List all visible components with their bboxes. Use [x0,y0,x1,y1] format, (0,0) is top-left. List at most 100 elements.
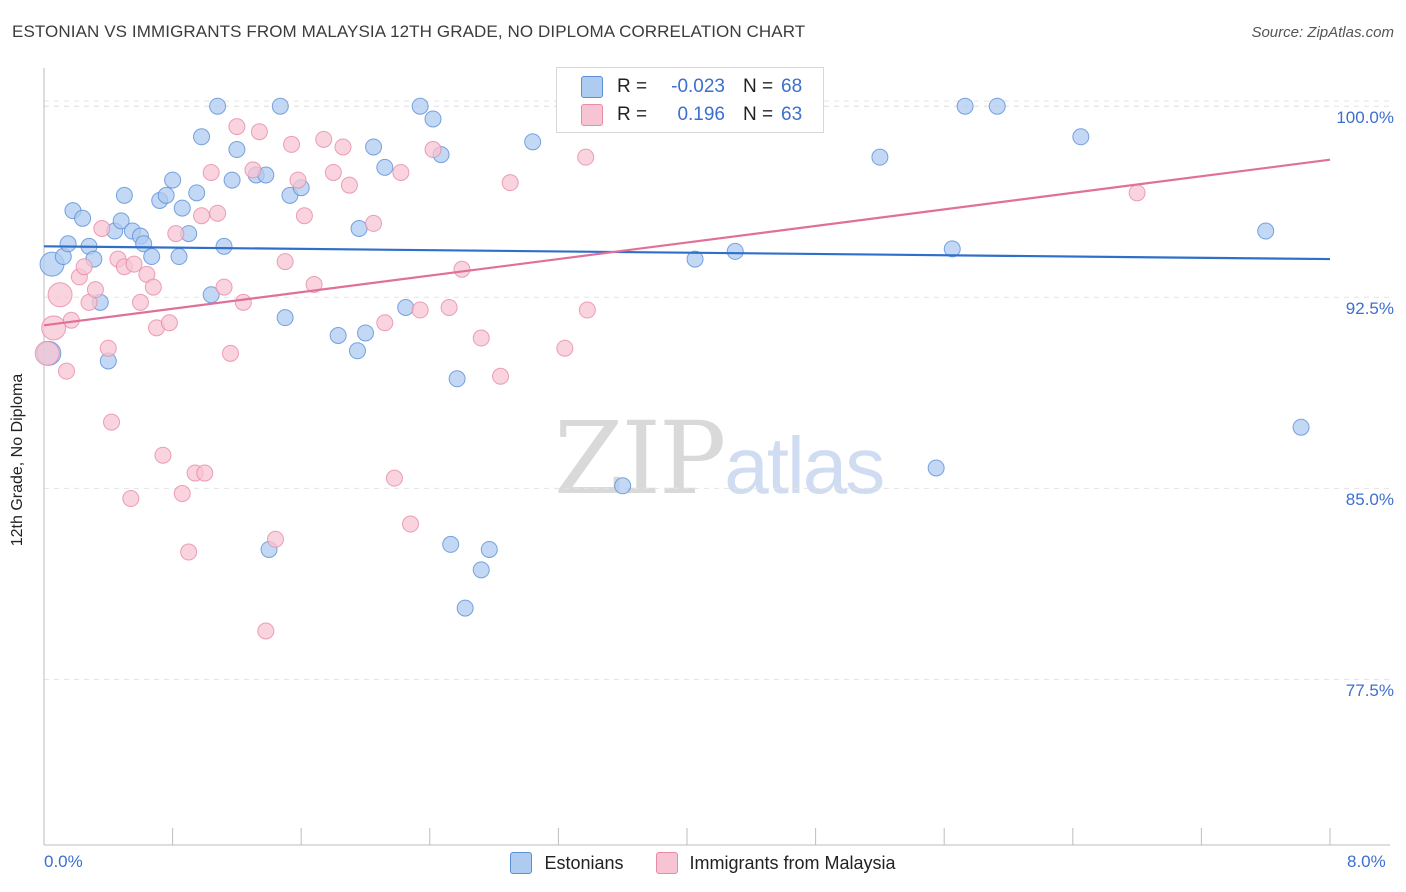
estonians-point [1292,418,1310,436]
malaysia-point [41,315,67,341]
malaysia-point [250,123,268,141]
legend-n-value: 63 [781,104,803,125]
legend-n-label: N = [743,76,774,97]
malaysia-point [472,329,490,347]
malaysia-point [202,163,220,181]
malaysia-point [58,362,76,380]
malaysia-point [334,138,352,156]
malaysia-point [131,293,149,311]
malaysia-point [196,464,214,482]
estonians-point [329,326,347,344]
estonians-point [193,128,211,146]
x-tick-label-max: 8.0% [1347,852,1386,871]
estonians-point [228,141,246,159]
estonians-point [448,370,466,388]
malaysia-point [1128,184,1146,202]
malaysia-point [122,490,140,508]
legend-r-value: 0.196 [677,104,725,125]
y-tick-label: 77.5% [1345,681,1394,701]
estonians-point [1072,128,1090,146]
malaysia-point [440,298,458,316]
estonians-point [442,535,460,553]
malaysia-point [305,276,323,294]
malaysia-point [99,339,117,357]
estonians-point [59,235,77,253]
estonians-point [357,324,374,342]
legend-row-malaysia: R = 0.196 N = 63 [581,102,802,128]
malaysia-point [75,258,93,276]
estonians-point [173,199,191,217]
legend-swatch-pink [581,104,603,126]
malaysia-point [501,174,519,192]
legend-n-value: 68 [781,76,803,97]
malaysia-point [402,515,420,533]
estonians-point [686,250,704,268]
trend-lines [43,158,1331,327]
malaysia-point [34,340,60,366]
legend-item-estonians: Estonians [510,852,624,874]
estonians-point [524,133,542,151]
malaysia-point [160,314,178,332]
malaysia-point [244,161,262,179]
legend-r-value: -0.023 [671,76,725,97]
malaysia-point [556,339,574,357]
malaysia-trend-line [43,158,1331,327]
estonians-point [411,97,429,115]
y-tick-label: 100.0% [1336,108,1394,128]
estonians-point [956,97,974,115]
estonians-point [223,171,241,189]
legend-row-estonians: R = -0.023 N = 68 [581,74,802,100]
malaysia-point [276,253,294,271]
legend-label-malaysia: Immigrants from Malaysia [689,852,896,873]
malaysia-point [424,141,442,159]
malaysia-point [492,367,510,385]
estonians-point [943,240,961,258]
series-malaysia [34,118,1146,640]
estonians-point [170,248,188,266]
malaysia-point [411,301,429,319]
estonians-point [927,459,945,477]
legend-swatch-malaysia [655,852,678,874]
malaysia-point [376,314,394,332]
malaysia-point [215,278,233,296]
malaysia-point [578,301,596,319]
estonians-point [350,219,368,237]
malaysia-point [266,530,284,548]
estonians-point [164,171,182,189]
malaysia-point [173,484,191,502]
malaysia-point [167,225,185,243]
estonians-point [188,184,206,202]
axes [43,68,1390,846]
malaysia-point [86,281,104,299]
estonians-point [614,477,632,495]
watermark: ZIPatlas [554,400,885,517]
malaysia-point [234,293,252,311]
malaysia-point [577,148,595,166]
malaysia-point [392,163,410,181]
estonians-point [871,148,889,166]
malaysia-point [209,204,227,222]
legend-swatch-blue [581,76,603,98]
stats-legend: R = -0.023 N = 68 R = 0.196 N = 63 [556,67,824,133]
estonians-point [74,209,92,227]
estonians-point [726,242,744,260]
estonians-trend-line [43,245,1331,261]
malaysia-point [295,207,313,225]
y-tick-label: 92.5% [1345,299,1394,319]
legend-item-malaysia: Immigrants from Malaysia [655,852,896,874]
estonians-point [143,248,161,266]
estonians-point [209,97,227,115]
watermark-zip: ZIP [554,400,726,517]
legend-r-label: R = [617,104,648,125]
estonians-point [365,138,383,156]
malaysia-point [180,543,198,561]
malaysia-point [283,135,301,153]
estonians-point [157,186,175,204]
source-label: Source: ZipAtlas.com [1251,24,1394,41]
y-tick-label: 85.0% [1345,490,1394,510]
estonians-point [456,599,474,617]
x-tick-label-min: 0.0% [44,852,83,871]
estonians-point [988,97,1006,115]
malaysia-point [324,163,342,181]
